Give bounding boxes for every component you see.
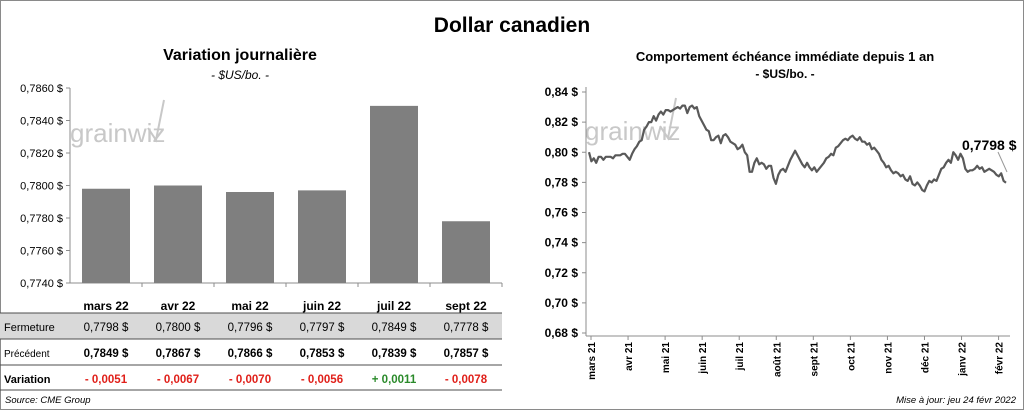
right-chart-unit: - $US/bo. - <box>755 67 815 81</box>
category-label: mars 22 <box>83 299 129 313</box>
change-value: + 0,0011 <box>372 374 417 386</box>
previous-value: 0,7853 $ <box>300 348 345 360</box>
updated-note: Mise à jour: jeu 24 févr 2022 <box>896 395 1016 406</box>
bar <box>298 190 346 283</box>
row-label-change: Variation <box>4 374 51 386</box>
category-label: juil 22 <box>376 299 411 313</box>
change-value: - 0,0067 <box>157 374 199 386</box>
row-label-previous: Précédent <box>4 349 50 360</box>
previous-value: 0,7849 $ <box>84 348 129 360</box>
left-chart-title: Variation journalière <box>163 47 317 64</box>
left-y-tick-label: 0,7760 $ <box>20 246 63 258</box>
left-y-tick-label: 0,7800 $ <box>20 181 63 193</box>
left-y-tick-label: 0,7740 $ <box>20 278 63 290</box>
left-watermark-mark <box>147 99 165 143</box>
change-value: - 0,0070 <box>229 374 271 386</box>
bar-chart: grainwiz 0,7740 $ 0,7760 $ 0,7780 $ 0,7800 … <box>0 83 503 391</box>
category-label: mai 22 <box>231 299 269 313</box>
change-value: - 0,0078 <box>445 374 488 386</box>
change-value: - 0,0056 <box>301 374 343 386</box>
previous-value: 0,7867 $ <box>156 348 201 360</box>
change-value: - 0,0051 <box>85 374 128 386</box>
close-value: 0,7778 $ <box>444 322 489 334</box>
source-note: Source: CME Group <box>5 395 91 406</box>
close-value: 0,7798 $ <box>84 322 129 334</box>
bar <box>154 185 202 283</box>
left-y-tick-label: 0,7820 $ <box>20 148 63 160</box>
bar <box>442 221 490 283</box>
category-label: juin 22 <box>302 299 341 313</box>
close-value: 0,7849 $ <box>372 322 417 334</box>
close-row-background <box>0 313 502 339</box>
page-title: Dollar canadien <box>433 14 591 37</box>
category-label: avr 22 <box>161 299 196 313</box>
left-watermark: grainwiz <box>70 118 165 148</box>
bar <box>226 192 274 283</box>
previous-value: 0,7866 $ <box>228 348 273 360</box>
left-y-tick-label: 0,7780 $ <box>20 213 63 225</box>
right-chart-title: Comportement échéance immédiate depuis 1… <box>635 49 935 64</box>
bar <box>370 105 418 283</box>
close-value: 0,7796 $ <box>228 322 273 334</box>
previous-value: 0,7839 $ <box>372 348 417 360</box>
row-label-close: Fermeture <box>4 322 55 334</box>
previous-value: 0,7857 $ <box>444 348 489 360</box>
left-y-tick-label: 0,7840 $ <box>20 116 63 128</box>
bar <box>82 188 130 283</box>
category-label: sept 22 <box>445 299 487 313</box>
close-value: 0,7797 $ <box>300 322 345 334</box>
close-value: 0,7800 $ <box>156 322 201 334</box>
left-y-tick-label: 0,7860 $ <box>20 83 63 95</box>
left-chart-unit: - $US/bo. - <box>210 68 270 82</box>
